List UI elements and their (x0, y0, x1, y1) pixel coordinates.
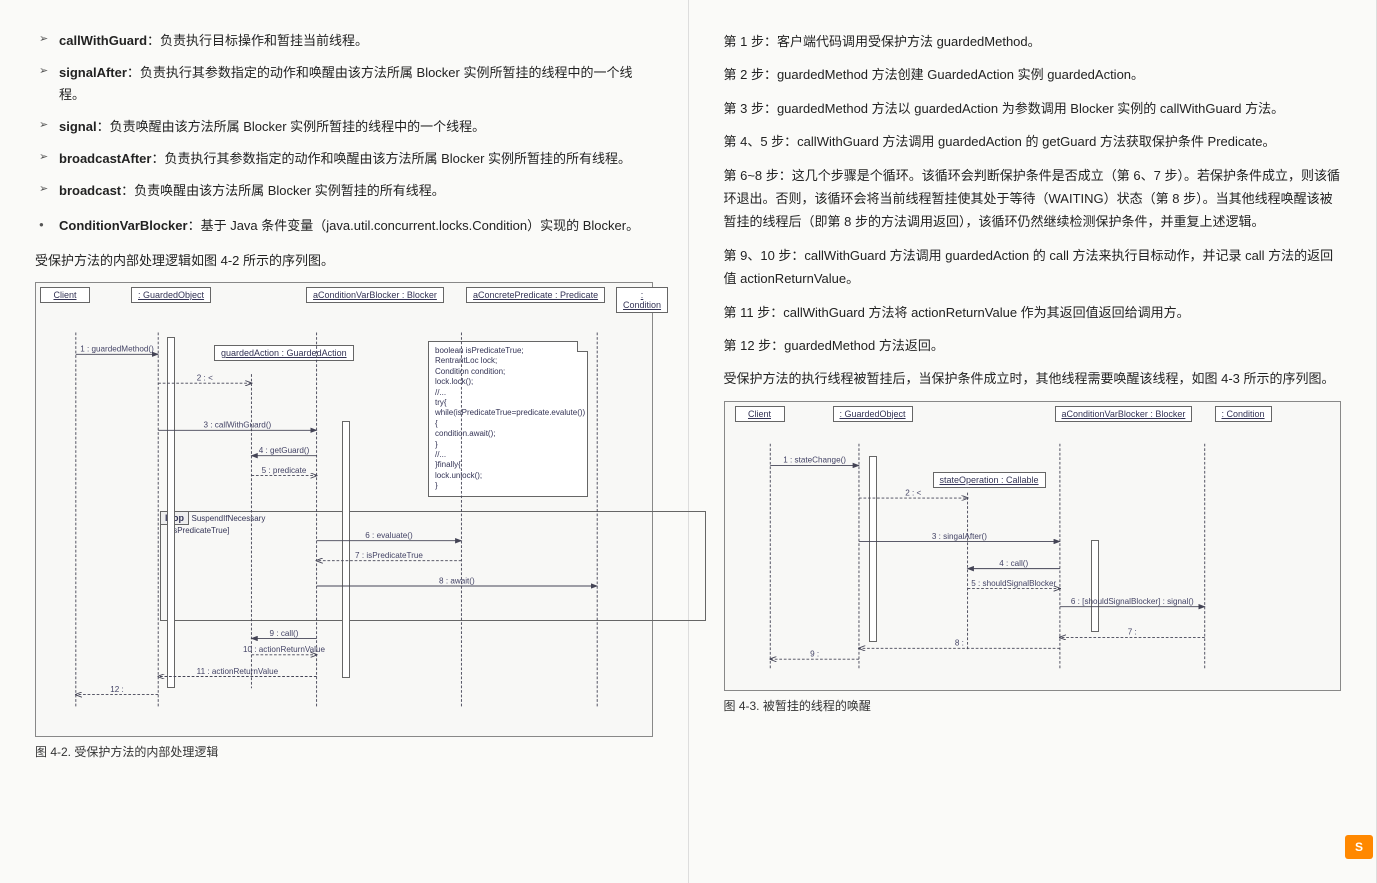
object-box: stateOperation : Callable (933, 472, 1046, 488)
lifeline-header: aConcretePredicate : Predicate (466, 287, 605, 303)
svg-text:4 : call(): 4 : call() (999, 559, 1028, 568)
desc: ：负责执行目标操作和暂挂当前线程。 (147, 33, 368, 48)
svg-text:1 : guardedMethod(): 1 : guardedMethod() (80, 345, 154, 354)
sequence-diagram-4-2: Client : GuardedObject aConditionVarBlocke… (35, 282, 653, 737)
term: signalAfter (59, 65, 127, 80)
conditionvarblocker-item: ConditionVarBlocker：基于 Java 条件变量（java.ut… (35, 215, 653, 237)
method-item: signal：负责唤醒由该方法所属 Blocker 实例所暂挂的线程中的一个线程… (35, 116, 653, 138)
svg-text:6 : [shouldSignalBlocker] : si: 6 : [shouldSignalBlocker] : signal() (1070, 597, 1193, 606)
ime-badge-icon: S (1345, 835, 1373, 859)
right-page: 第 1 步：客户端代码调用受保护方法 guardedMethod。第 2 步：g… (689, 0, 1377, 883)
svg-text:1 : stateChange(): 1 : stateChange() (783, 455, 846, 464)
step-para: 第 6~8 步：这几个步骤是个循环。该循环会判断保护条件是否成立（第 6、7 步… (724, 164, 1342, 234)
svg-text:3 : callWithGuard(): 3 : callWithGuard() (204, 421, 272, 430)
term: signal (59, 119, 97, 134)
svg-text:5 : shouldSignalBlocker: 5 : shouldSignalBlocker (971, 579, 1056, 588)
svg-text:12 :: 12 : (110, 685, 124, 694)
left-page: callWithGuard：负责执行目标操作和暂挂当前线程。 signalAfte… (0, 0, 689, 883)
svg-text:4 : getGuard(): 4 : getGuard() (259, 446, 310, 455)
svg-text:9 : call(): 9 : call() (270, 629, 299, 638)
step-para: 第 11 步：callWithGuard 方法将 actionReturnVal… (724, 301, 1342, 324)
code-note: boolean isPredicateTrue;RentrantLoc lock… (428, 341, 588, 496)
svg-text:8 :: 8 : (954, 638, 963, 647)
lifeline-header: : GuardedObject (833, 406, 913, 422)
svg-text:2 : <>: 2 : <> (905, 488, 921, 497)
loop-frame: loop SuspendIfNecessary[!isPredicateTrue… (160, 511, 706, 621)
svg-text:11 : actionReturnValue: 11 : actionReturnValue (197, 667, 279, 676)
step-para: 第 2 步：guardedMethod 方法创建 GuardedAction 实… (724, 63, 1342, 86)
svg-text:10 : actionReturnValue: 10 : actionReturnValue (243, 645, 326, 654)
desc: ：负责执行其参数指定的动作和唤醒由该方法所属 Blocker 实例所暂挂的所有线… (151, 151, 631, 166)
step-para: 第 3 步：guardedMethod 方法以 guardedAction 为参… (724, 97, 1342, 120)
desc: ：负责唤醒由该方法所属 Blocker 实例所暂挂的线程中的一个线程。 (97, 119, 486, 134)
svg-text:9 :: 9 : (810, 649, 819, 658)
step-para: 第 4、5 步：callWithGuard 方法调用 guardedAction… (724, 130, 1342, 153)
figure-caption-4-3: 图 4-3. 被暂挂的线程的唤醒 (724, 697, 1342, 714)
class-list: ConditionVarBlocker：基于 Java 条件变量（java.ut… (35, 215, 653, 237)
desc: ：负责执行其参数指定的动作和唤醒由该方法所属 Blocker 实例所暂挂的线程中… (59, 65, 632, 102)
method-item: broadcastAfter：负责执行其参数指定的动作和唤醒由该方法所属 Blo… (35, 148, 653, 170)
intro-para: 受保护方法的内部处理逻辑如图 4-2 所示的序列图。 (35, 249, 653, 272)
method-item: signalAfter：负责执行其参数指定的动作和唤醒由该方法所属 Blocke… (35, 62, 653, 106)
method-item: broadcast：负责唤醒由该方法所属 Blocker 实例暂挂的所有线程。 (35, 180, 653, 202)
desc: ：基于 Java 条件变量（java.util.concurrent.locks… (188, 218, 640, 233)
svg-text:7 :: 7 : (1127, 627, 1136, 636)
figure-caption-4-2: 图 4-2. 受保护方法的内部处理逻辑 (35, 743, 653, 760)
method-list: callWithGuard：负责执行目标操作和暂挂当前线程。 signalAfte… (35, 30, 653, 203)
lifeline-header: Client (735, 406, 785, 422)
para-wakeup: 受保护方法的执行线程被暂挂后，当保护条件成立时，其他线程需要唤醒该线程，如图 4… (724, 367, 1342, 390)
term: callWithGuard (59, 33, 147, 48)
steps-list: 第 1 步：客户端代码调用受保护方法 guardedMethod。第 2 步：g… (724, 30, 1342, 357)
svg-text:2 : <>: 2 : <> (197, 374, 213, 383)
sequence-diagram-4-3: Client : GuardedObject aConditionVarBlocke… (724, 401, 1342, 691)
lifeline-header: : Condition (1215, 406, 1272, 422)
method-item: callWithGuard：负责执行目标操作和暂挂当前线程。 (35, 30, 653, 52)
desc: ：负责唤醒由该方法所属 Blocker 实例暂挂的所有线程。 (121, 183, 445, 198)
term: broadcastAfter (59, 151, 151, 166)
svg-text:5 : predicate: 5 : predicate (262, 466, 307, 475)
svg-text:3 : singalAfter(): 3 : singalAfter() (931, 531, 986, 540)
lifeline-header: : Condition (616, 287, 668, 313)
lifeline-header: Client (40, 287, 90, 303)
step-para: 第 1 步：客户端代码调用受保护方法 guardedMethod。 (724, 30, 1342, 53)
lifeline-header: aConditionVarBlocker : Blocker (1055, 406, 1193, 422)
lifeline-header: aConditionVarBlocker : Blocker (306, 287, 444, 303)
lifeline-header: : GuardedObject (131, 287, 211, 303)
term: broadcast (59, 183, 121, 198)
term: ConditionVarBlocker (59, 218, 188, 233)
step-para: 第 9、10 步：callWithGuard 方法调用 guardedActio… (724, 244, 1342, 291)
step-para: 第 12 步：guardedMethod 方法返回。 (724, 334, 1342, 357)
object-box: guardedAction : GuardedAction (214, 345, 354, 361)
